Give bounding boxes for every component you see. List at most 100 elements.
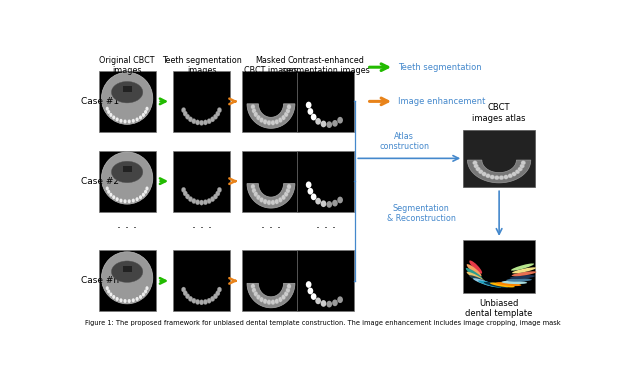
Ellipse shape [520, 164, 524, 168]
Ellipse shape [112, 115, 115, 120]
Ellipse shape [102, 72, 153, 124]
Ellipse shape [321, 121, 326, 127]
Ellipse shape [472, 161, 477, 165]
Ellipse shape [287, 184, 291, 189]
Ellipse shape [511, 263, 534, 271]
Ellipse shape [186, 294, 189, 299]
Ellipse shape [213, 194, 218, 199]
Ellipse shape [253, 192, 258, 197]
Ellipse shape [316, 198, 321, 205]
Ellipse shape [275, 119, 279, 124]
Ellipse shape [275, 199, 279, 204]
FancyBboxPatch shape [122, 266, 132, 272]
Ellipse shape [124, 199, 127, 203]
Ellipse shape [508, 174, 513, 178]
Ellipse shape [278, 197, 282, 202]
Text: Figure 1: The proposed framework for unbiased dental template construction. The : Figure 1: The proposed framework for unb… [85, 320, 561, 326]
Ellipse shape [321, 200, 326, 207]
Ellipse shape [512, 172, 516, 176]
Ellipse shape [120, 119, 122, 123]
Ellipse shape [183, 290, 188, 296]
Ellipse shape [111, 261, 143, 282]
Ellipse shape [186, 114, 189, 120]
Ellipse shape [195, 299, 200, 305]
Ellipse shape [132, 119, 135, 123]
Ellipse shape [332, 200, 338, 206]
Ellipse shape [332, 299, 338, 306]
Ellipse shape [256, 195, 260, 200]
Ellipse shape [251, 184, 255, 189]
Ellipse shape [509, 275, 535, 279]
Ellipse shape [306, 281, 312, 288]
Ellipse shape [145, 186, 148, 191]
Ellipse shape [466, 268, 483, 280]
Polygon shape [247, 184, 295, 208]
Ellipse shape [479, 169, 483, 174]
Ellipse shape [216, 191, 220, 196]
Ellipse shape [124, 299, 127, 303]
Ellipse shape [112, 195, 115, 199]
Ellipse shape [106, 286, 109, 290]
Text: · · ·: · · · [316, 222, 335, 235]
Ellipse shape [251, 284, 255, 289]
Ellipse shape [259, 197, 264, 202]
Ellipse shape [495, 175, 499, 180]
Ellipse shape [213, 114, 218, 120]
Ellipse shape [192, 119, 196, 124]
Ellipse shape [518, 167, 522, 171]
Ellipse shape [107, 190, 110, 194]
Ellipse shape [145, 286, 148, 290]
Text: Case #1: Case #1 [81, 97, 119, 106]
Ellipse shape [204, 299, 207, 305]
Ellipse shape [142, 292, 145, 296]
Ellipse shape [136, 197, 139, 201]
Ellipse shape [267, 200, 271, 205]
Ellipse shape [200, 300, 204, 305]
Text: Contrast-enhanced
segmentation images: Contrast-enhanced segmentation images [282, 56, 369, 75]
Ellipse shape [182, 108, 186, 113]
Ellipse shape [256, 295, 260, 300]
Ellipse shape [251, 104, 255, 110]
Ellipse shape [186, 194, 189, 199]
FancyBboxPatch shape [297, 250, 354, 312]
Ellipse shape [145, 107, 148, 111]
Ellipse shape [284, 192, 288, 197]
Ellipse shape [284, 112, 288, 117]
Ellipse shape [144, 190, 147, 194]
Ellipse shape [499, 175, 504, 180]
Ellipse shape [195, 199, 200, 205]
Ellipse shape [116, 297, 118, 301]
Ellipse shape [188, 117, 193, 122]
Ellipse shape [211, 196, 215, 202]
Ellipse shape [467, 264, 481, 277]
Text: Case #n: Case #n [81, 276, 119, 285]
Ellipse shape [504, 175, 508, 179]
Ellipse shape [259, 118, 264, 123]
Text: · · ·: · · · [117, 222, 137, 235]
Ellipse shape [511, 271, 536, 276]
Ellipse shape [332, 120, 338, 127]
Ellipse shape [256, 115, 260, 120]
Ellipse shape [469, 275, 490, 285]
Ellipse shape [127, 120, 131, 124]
Ellipse shape [286, 108, 290, 113]
FancyBboxPatch shape [243, 71, 300, 132]
Ellipse shape [132, 199, 135, 202]
Ellipse shape [127, 199, 131, 203]
Ellipse shape [287, 284, 291, 289]
Ellipse shape [252, 108, 256, 113]
Ellipse shape [111, 161, 143, 183]
Ellipse shape [308, 287, 313, 295]
Ellipse shape [136, 117, 139, 121]
Ellipse shape [207, 298, 211, 303]
Ellipse shape [120, 199, 122, 202]
Text: Teeth segmentation: Teeth segmentation [398, 63, 481, 72]
Ellipse shape [286, 287, 290, 293]
Ellipse shape [107, 110, 110, 114]
FancyBboxPatch shape [243, 151, 300, 212]
Ellipse shape [263, 199, 268, 204]
Ellipse shape [109, 292, 113, 296]
Ellipse shape [337, 296, 343, 303]
Ellipse shape [252, 287, 256, 293]
Ellipse shape [106, 107, 109, 111]
